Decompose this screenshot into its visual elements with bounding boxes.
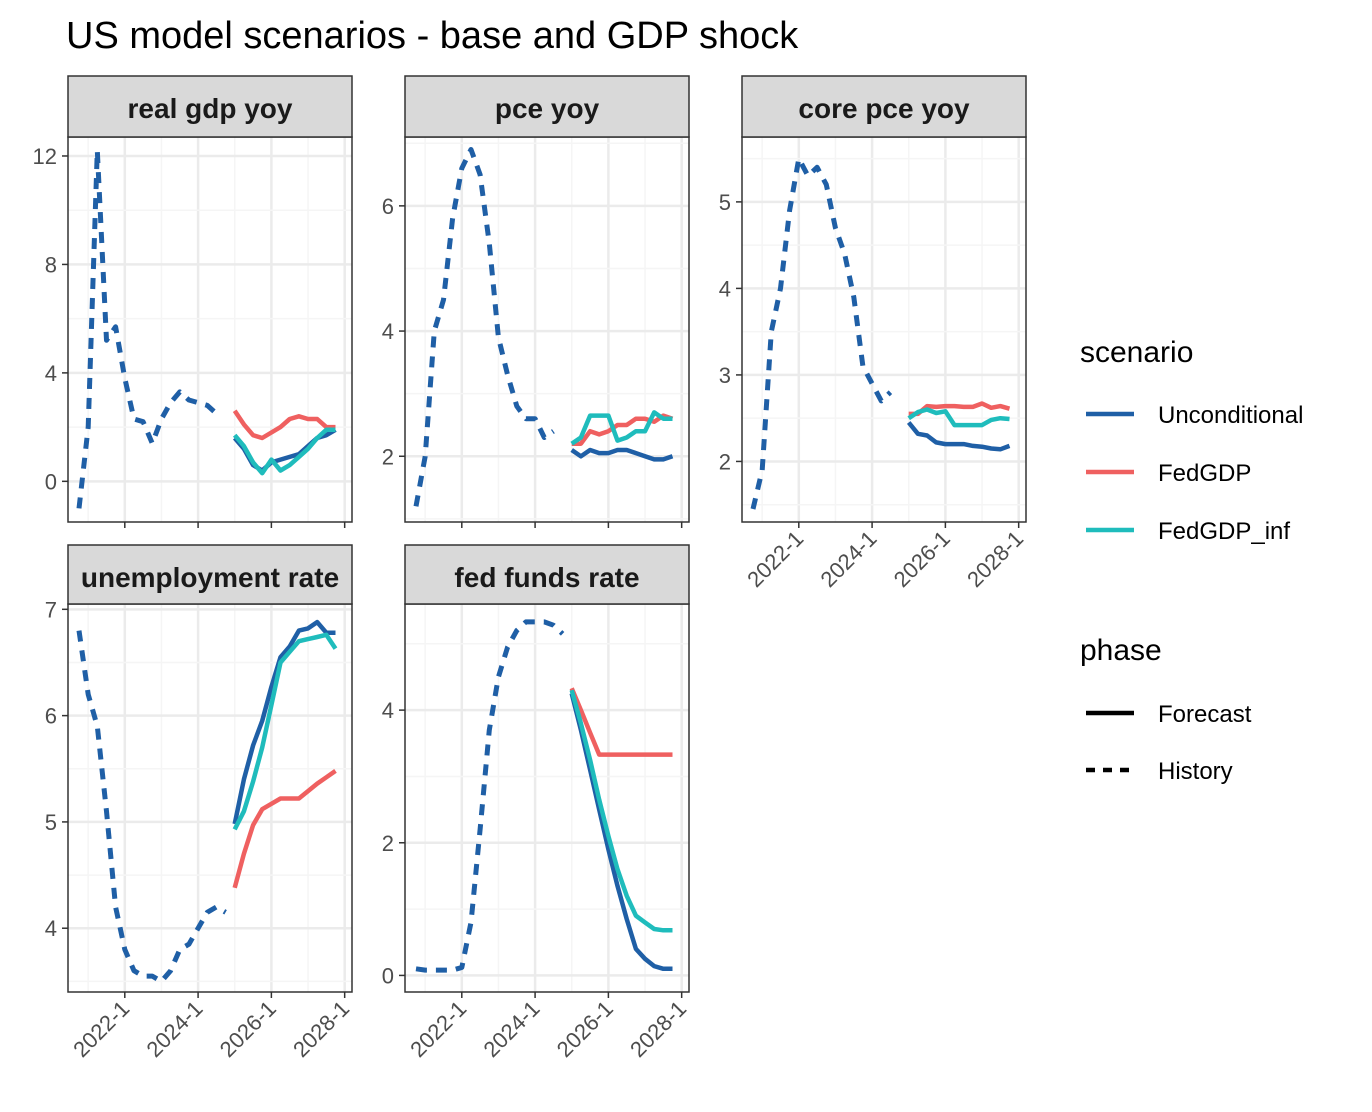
series-fedgdp-inf-line xyxy=(569,689,673,933)
series-lines xyxy=(750,156,1011,510)
series-fedgdp-line xyxy=(571,413,674,446)
y-tick-label: 4 xyxy=(719,276,731,301)
y-tick-label: 2 xyxy=(382,831,394,856)
legend-label: Forecast xyxy=(1158,701,1252,728)
panel-fed-funds-rate: fed funds rate 0 2 4 2022-1 2024-1 2026-1 2028-… xyxy=(382,544,691,1062)
y-tick-label: 3 xyxy=(719,363,731,388)
y-tick-label: 4 xyxy=(382,319,394,344)
series-unconditional-line xyxy=(232,619,336,825)
x-tick-label: 2022-1 xyxy=(742,526,808,592)
legend-item-fedgdp-inf: FedGDP_inf xyxy=(1086,518,1290,545)
x-tick-label: 2024-1 xyxy=(816,526,882,592)
x-tick-label: 2022-1 xyxy=(68,996,134,1062)
x-tick-label: 2028-1 xyxy=(625,996,691,1062)
panel-background xyxy=(405,604,689,992)
series-fedgdp-line xyxy=(569,687,673,757)
series-lines xyxy=(76,148,337,509)
strip-background xyxy=(404,75,690,138)
gridlines xyxy=(405,604,689,992)
legend-scenario-title: scenario xyxy=(1080,336,1193,369)
series-fedgdp-inf-line xyxy=(232,427,336,476)
strip-label: real gdp yoy xyxy=(128,93,293,124)
x-tick-label: 2026-1 xyxy=(552,996,618,1062)
panel-unemployment-rate: unemployment rate 4 5 6 7 2022-1 2024-1 2026-1 2… xyxy=(45,544,354,1062)
y-tick-label: 0 xyxy=(382,963,394,988)
legend-item-fedgdp: FedGDP xyxy=(1086,460,1251,487)
panel-real-gdp-yoy: real gdp yoy 0 4 8 12 xyxy=(33,75,353,528)
x-tick-label: 2022-1 xyxy=(405,996,471,1062)
series-history-line xyxy=(413,147,555,507)
series-lines xyxy=(76,619,338,984)
chart-title: US model scenarios - base and GDP shock xyxy=(66,15,799,57)
panel-background xyxy=(68,137,352,522)
legend-phase-items: Forecast History xyxy=(1086,701,1252,785)
strip-label: pce yoy xyxy=(495,93,600,124)
legend-item-forecast: Forecast xyxy=(1086,701,1252,728)
legend-label: Unconditional xyxy=(1158,402,1303,429)
legend: scenario Unconditional FedGDP FedGDP_inf p… xyxy=(1080,336,1303,785)
legend-label: FedGDP xyxy=(1158,460,1251,487)
series-fedgdp-line xyxy=(232,409,336,441)
y-tick-label: 8 xyxy=(45,252,57,277)
y-tick-label: 6 xyxy=(45,704,57,729)
series-unconditional-line xyxy=(906,421,1011,452)
y-tick-label: 12 xyxy=(33,144,57,169)
strip-background xyxy=(67,75,353,138)
strip-label: unemployment rate xyxy=(81,562,339,593)
y-tick-label: 4 xyxy=(382,698,394,723)
facet-panels: real gdp yoy 0 4 8 12 pce yoy 2 4 6 core pce yoy 2… xyxy=(33,75,1028,1062)
legend-item-unconditional: Unconditional xyxy=(1086,402,1303,429)
series-fedgdp-line xyxy=(232,769,337,889)
strip-background xyxy=(404,544,690,605)
panel-background xyxy=(405,137,689,522)
gridlines xyxy=(742,137,1026,522)
y-tick-label: 7 xyxy=(45,597,57,622)
x-tick-label: 2028-1 xyxy=(288,996,354,1062)
legend-item-history: History xyxy=(1086,758,1233,785)
series-history-line xyxy=(76,148,219,509)
panel-pce-yoy: pce yoy 2 4 6 xyxy=(382,75,690,528)
legend-phase-title: phase xyxy=(1080,634,1162,667)
x-tick-label: 2026-1 xyxy=(215,996,281,1062)
gridlines xyxy=(68,604,352,992)
y-tick-label: 5 xyxy=(45,810,57,835)
gridlines xyxy=(68,137,352,522)
series-fedgdp-inf-line xyxy=(907,407,1010,428)
y-tick-label: 2 xyxy=(719,449,731,474)
panel-core-pce-yoy: core pce yoy 2 3 4 5 2022-1 2024-1 2026-1 2028-1 xyxy=(719,75,1028,592)
y-tick-label: 4 xyxy=(45,361,57,386)
series-lines xyxy=(415,619,673,973)
legend-label: History xyxy=(1158,758,1233,785)
panel-background xyxy=(742,137,1026,522)
strip-background xyxy=(741,75,1027,138)
y-tick-label: 4 xyxy=(45,916,57,941)
series-history-line xyxy=(76,630,227,984)
series-lines xyxy=(413,147,674,507)
y-tick-label: 5 xyxy=(719,190,731,215)
series-history-line xyxy=(415,619,565,973)
strip-label: fed funds rate xyxy=(454,562,639,593)
series-history-line xyxy=(750,156,893,510)
x-tick-label: 2024-1 xyxy=(142,996,208,1062)
x-tick-label: 2026-1 xyxy=(889,526,955,592)
strip-label: core pce yoy xyxy=(798,93,970,124)
x-tick-label: 2028-1 xyxy=(962,526,1028,592)
y-tick-label: 6 xyxy=(382,194,394,219)
y-tick-label: 0 xyxy=(45,469,57,494)
series-fedgdp-inf-line xyxy=(232,632,338,831)
legend-label: FedGDP_inf xyxy=(1158,518,1290,545)
x-tick-label: 2024-1 xyxy=(479,996,545,1062)
y-tick-label: 2 xyxy=(382,444,394,469)
series-fedgdp-inf-line xyxy=(570,410,673,446)
series-unconditional-line xyxy=(570,447,674,462)
legend-scenario-items: Unconditional FedGDP FedGDP_inf xyxy=(1086,402,1303,545)
strip-background xyxy=(67,544,353,605)
series-fedgdp-line xyxy=(908,401,1011,417)
